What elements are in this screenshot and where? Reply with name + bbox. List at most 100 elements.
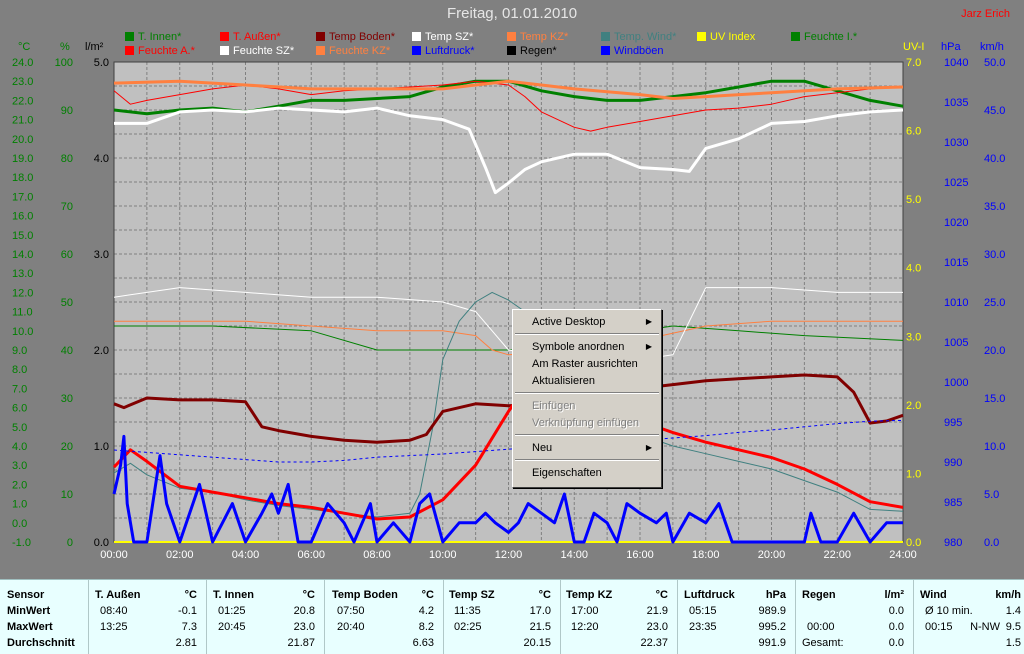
axis-tick-uv: 7.0 <box>906 57 921 69</box>
average-value: 2.81 <box>175 637 197 649</box>
min-value: 989.9 <box>758 605 786 617</box>
min-time: 07:50 <box>337 605 365 617</box>
max-time: 00:15 <box>925 621 953 633</box>
axis-tick-celsius: 17.0 <box>12 191 33 203</box>
legend-label: Temp KZ* <box>520 31 569 43</box>
axis-tick-celsius: 11.0 <box>12 307 33 319</box>
axis-tick-hpa: 1040 <box>944 57 968 69</box>
axis-tick-hpa: 985 <box>944 497 962 509</box>
legend-swatch <box>412 46 421 55</box>
legend-swatch <box>507 46 516 55</box>
series-line <box>113 373 904 444</box>
axis-tick-percent: 40 <box>61 345 73 357</box>
max-direction: N-NW <box>970 621 1000 633</box>
axis-tick-celsius: 13.0 <box>12 268 33 280</box>
axis-tick-uv: 4.0 <box>906 263 921 275</box>
legend-item: Windböen <box>601 45 664 58</box>
legend-label: Feuchte I.* <box>804 31 858 43</box>
menu-item-verknüpfung-einfügen: Verknüpfung einfügen <box>516 414 658 432</box>
max-value: 0.0 <box>888 621 904 633</box>
series-line <box>112 434 903 544</box>
axis-tick-uv: 0.0 <box>906 537 921 549</box>
legend-item: Luftdruck* <box>412 45 475 58</box>
menu-separator <box>515 333 659 335</box>
axis-tick-rain: 2.0 <box>94 345 109 357</box>
axis-tick-uv: 1.0 <box>906 468 921 480</box>
menu-item-active-desktop[interactable]: Active Desktop ▶ <box>516 313 658 331</box>
axis-tick-percent: 0 <box>67 537 73 549</box>
legend-label: Luftdruck* <box>425 45 475 57</box>
column-unit: °C <box>302 589 315 601</box>
axis-tick-celsius: 18.0 <box>12 172 33 184</box>
legend-swatch <box>125 46 134 55</box>
axis-tick-hpa: 995 <box>944 417 962 429</box>
menu-item-label: Symbole anordnen <box>532 341 625 353</box>
max-value: 23.0 <box>293 621 315 633</box>
legend-swatch <box>601 46 610 55</box>
axis-tick-hpa: 1015 <box>944 257 968 269</box>
min-time: 05:15 <box>689 605 717 617</box>
max-time: 12:20 <box>571 621 599 633</box>
axis-tick-celsius: 4.0 <box>12 441 27 453</box>
min-time: 01:25 <box>218 605 246 617</box>
legend-item: Temp KZ* <box>507 31 568 44</box>
average-value: 21.87 <box>287 637 315 649</box>
axis-tick-time: 18:00 <box>692 549 720 561</box>
max-value: 9.5 <box>1005 621 1021 633</box>
axis-tick-celsius: -1.0 <box>12 537 31 549</box>
legend-swatch <box>220 46 229 55</box>
context-menu[interactable]: Active Desktop ▶ Symbole anordnen ▶ Am Raste… <box>512 309 662 488</box>
axis-tick-percent: 10 <box>61 489 73 501</box>
menu-item-label: Verknüpfung einfügen <box>532 417 640 429</box>
axis-tick-percent: 60 <box>61 249 73 261</box>
axis-tick-time: 14:00 <box>560 549 588 561</box>
axis-tick-hpa: 1010 <box>944 297 968 309</box>
axis-tick-percent: 20 <box>61 441 73 453</box>
axis-tick-rain: 3.0 <box>94 249 109 261</box>
menu-item-aktualisieren[interactable]: Aktualisieren <box>516 372 658 390</box>
legend-item: Regen* <box>507 45 557 58</box>
legend-swatch <box>316 32 325 41</box>
column-unit: °C <box>538 589 551 601</box>
menu-item-symbole-anordnen[interactable]: Symbole anordnen ▶ <box>516 338 658 356</box>
min-value: 20.8 <box>293 605 315 617</box>
axis-label-rain: l/m² <box>85 41 104 53</box>
axis-tick-celsius: 7.0 <box>12 383 27 395</box>
max-value: 21.5 <box>529 621 551 633</box>
series-line <box>113 80 904 132</box>
axis-tick-kmh: 50.0 <box>984 57 1005 69</box>
series-line <box>114 320 903 356</box>
table-column: T. Außen °C 08:40 -0.1 13:25 7.3 2.81 <box>88 580 207 654</box>
axis-tick-celsius: 19.0 <box>12 153 33 165</box>
axis-tick-percent: 90 <box>61 105 73 117</box>
row-label-sensor: Sensor <box>7 589 45 601</box>
column-name: T. Außen <box>95 589 141 601</box>
menu-item-eigenschaften[interactable]: Eigenschaften <box>516 464 658 482</box>
axis-tick-percent: 80 <box>61 153 73 165</box>
axis-label-hpa: hPa <box>941 41 961 53</box>
axis-tick-celsius: 10.0 <box>12 326 33 338</box>
axis-tick-kmh: 20.0 <box>984 345 1005 357</box>
max-time: 23:35 <box>689 621 717 633</box>
axis-tick-celsius: 6.0 <box>12 403 27 415</box>
axis-tick-hpa: 1030 <box>944 137 968 149</box>
average-value: 991.9 <box>758 637 786 649</box>
legend-swatch <box>412 32 421 41</box>
menu-item-neu[interactable]: Neu ▶ <box>516 439 658 457</box>
axis-tick-celsius: 21.0 <box>12 115 33 127</box>
axis-tick-celsius: 8.0 <box>12 364 27 376</box>
axis-tick-kmh: 35.0 <box>984 201 1005 213</box>
legend-label: T. Außen* <box>233 31 281 43</box>
table-column: T. Innen °C 01:25 20.8 20:45 23.0 21.87 <box>206 580 325 654</box>
menu-item-am-raster-ausrichten[interactable]: Am Raster ausrichten <box>516 355 658 373</box>
series-line <box>113 287 903 361</box>
min-label: Ø 10 min. <box>925 605 973 617</box>
column-unit: °C <box>655 589 668 601</box>
axis-tick-kmh: 5.0 <box>984 489 999 501</box>
legend-label: Temp Boden* <box>329 31 396 43</box>
axis-tick-time: 16:00 <box>626 549 654 561</box>
menu-separator <box>515 459 659 461</box>
axis-tick-time: 02:00 <box>166 549 194 561</box>
max-value: 7.3 <box>181 621 197 633</box>
legend-item: Temp. Wind* <box>601 31 676 44</box>
